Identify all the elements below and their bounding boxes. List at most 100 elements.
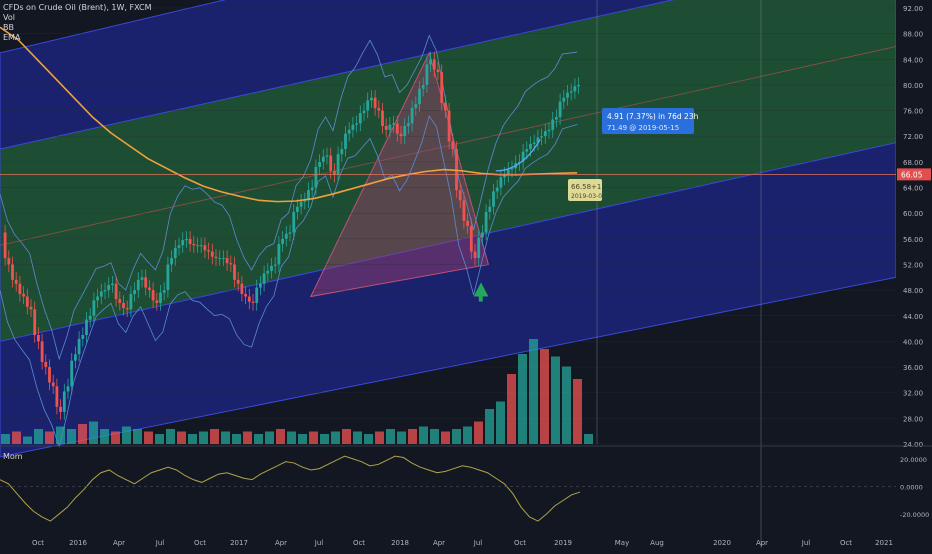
- time-axis: Oct 2016 Apr Jul Oct 2017 Apr Jul Oct 2018 Apr Jul O…: [32, 539, 893, 547]
- price-tick-label: 40.00: [903, 338, 923, 346]
- momentum-line: [0, 455, 581, 522]
- candle-body: [469, 226, 473, 252]
- candle-body: [11, 264, 14, 280]
- start-box-text-1: 66.58+1: [571, 183, 601, 191]
- volume-bar: [309, 431, 318, 444]
- candle-body: [444, 102, 447, 111]
- volume-bar: [155, 434, 164, 444]
- volume-bar: [254, 434, 263, 444]
- candle-body: [551, 119, 555, 130]
- mom-tick-label: 0.0000: [900, 484, 923, 492]
- volume-bar: [243, 431, 252, 444]
- volume-bar: [177, 431, 186, 444]
- price-tick-label: 56.00: [903, 236, 923, 244]
- candle-body: [436, 69, 440, 73]
- candle-body: [403, 125, 407, 137]
- candle-body: [148, 287, 151, 291]
- volume-bar: [353, 431, 362, 444]
- candle-body: [151, 290, 155, 301]
- candle-body: [321, 156, 325, 162]
- candle-body: [218, 258, 222, 260]
- time-tick-label: Aug: [650, 539, 664, 547]
- candle-body: [203, 245, 207, 251]
- candle-body: [292, 211, 296, 233]
- candle-body: [414, 104, 418, 109]
- candle-body: [284, 233, 288, 239]
- time-tick-label: Jul: [473, 539, 483, 547]
- volume-bar: [45, 431, 54, 444]
- volume-bar: [463, 426, 472, 444]
- candle-body: [170, 258, 173, 265]
- candle-body: [181, 240, 185, 246]
- time-tick-label: Apr: [275, 539, 287, 547]
- candle-body: [503, 174, 506, 178]
- legend-ema[interactable]: EMA: [3, 33, 21, 42]
- candle-body: [48, 367, 51, 383]
- candle-body: [162, 290, 166, 293]
- time-tick-label: 2017: [230, 539, 248, 547]
- candle-body: [225, 258, 229, 264]
- gain-box-text-1: 4.91 (7.37%) in 76d 23h: [607, 112, 699, 121]
- candle-body: [247, 296, 251, 302]
- time-tick-label: 2021: [875, 539, 893, 547]
- candle-body: [103, 290, 107, 292]
- candle-body: [222, 258, 225, 260]
- volume-bar: [67, 429, 76, 444]
- legend-vol[interactable]: Vol: [3, 13, 15, 22]
- volume-bar: [287, 431, 296, 444]
- price-tick-label: 92.00: [903, 5, 923, 13]
- candle-body: [555, 117, 558, 120]
- buy-arrow-stem: [478, 296, 483, 302]
- chart-title[interactable]: CFDs on Crude Oil (Brent), 1W, FXCM: [3, 3, 152, 12]
- volume-bar: [441, 431, 450, 444]
- candle-body: [569, 91, 573, 93]
- candle-body: [111, 283, 114, 285]
- last-price-label: 66.05: [901, 170, 923, 179]
- candle-body: [451, 141, 455, 150]
- volume-bar: [540, 349, 549, 444]
- candle-body: [129, 293, 133, 310]
- volume-bar: [210, 429, 219, 444]
- grid: [0, 7, 896, 445]
- candle-body: [447, 110, 451, 142]
- candle-body: [296, 206, 299, 212]
- price-axis: 92.00 88.00 84.00 80.00 76.00 72.00 68.00 64.00…: [896, 0, 932, 550]
- price-tick-label: 24.00: [903, 441, 923, 449]
- candle-body: [59, 406, 62, 412]
- volume-bar: [529, 339, 538, 444]
- price-tick-label: 52.00: [903, 261, 923, 269]
- candle-body: [573, 86, 577, 92]
- candle-body: [366, 100, 370, 111]
- candle-body: [477, 237, 481, 259]
- legend-bb[interactable]: BB: [3, 23, 14, 32]
- volume-bar: [144, 431, 153, 444]
- candle-body: [558, 101, 562, 117]
- candle-body: [566, 92, 569, 98]
- price-tick-label: 84.00: [903, 56, 923, 64]
- bollinger-lower: [0, 115, 578, 448]
- candle-body: [159, 292, 162, 303]
- candle-body: [381, 110, 384, 126]
- price-axis-bg: [896, 0, 932, 550]
- volume-bar: [276, 429, 285, 444]
- candle-body: [77, 338, 81, 355]
- candle-body: [266, 270, 270, 274]
- candle-body: [185, 238, 188, 241]
- volume-bar: [331, 431, 340, 444]
- candle-body: [85, 319, 88, 335]
- mom-panel-label[interactable]: Mom: [3, 452, 23, 461]
- volume-bar: [89, 421, 98, 444]
- volume-bar: [188, 434, 197, 444]
- candle-body: [351, 124, 355, 130]
- candle-body: [199, 245, 203, 247]
- price-tick-label: 32.00: [903, 390, 923, 398]
- candle-body: [540, 136, 543, 138]
- volume-bar: [34, 429, 43, 444]
- start-annotation: 66.58+1 2019-03-01: [568, 179, 606, 201]
- candle-body: [107, 284, 111, 291]
- candle-body: [495, 187, 499, 192]
- candle-body: [7, 258, 11, 265]
- channel-median-line: [0, 46, 897, 246]
